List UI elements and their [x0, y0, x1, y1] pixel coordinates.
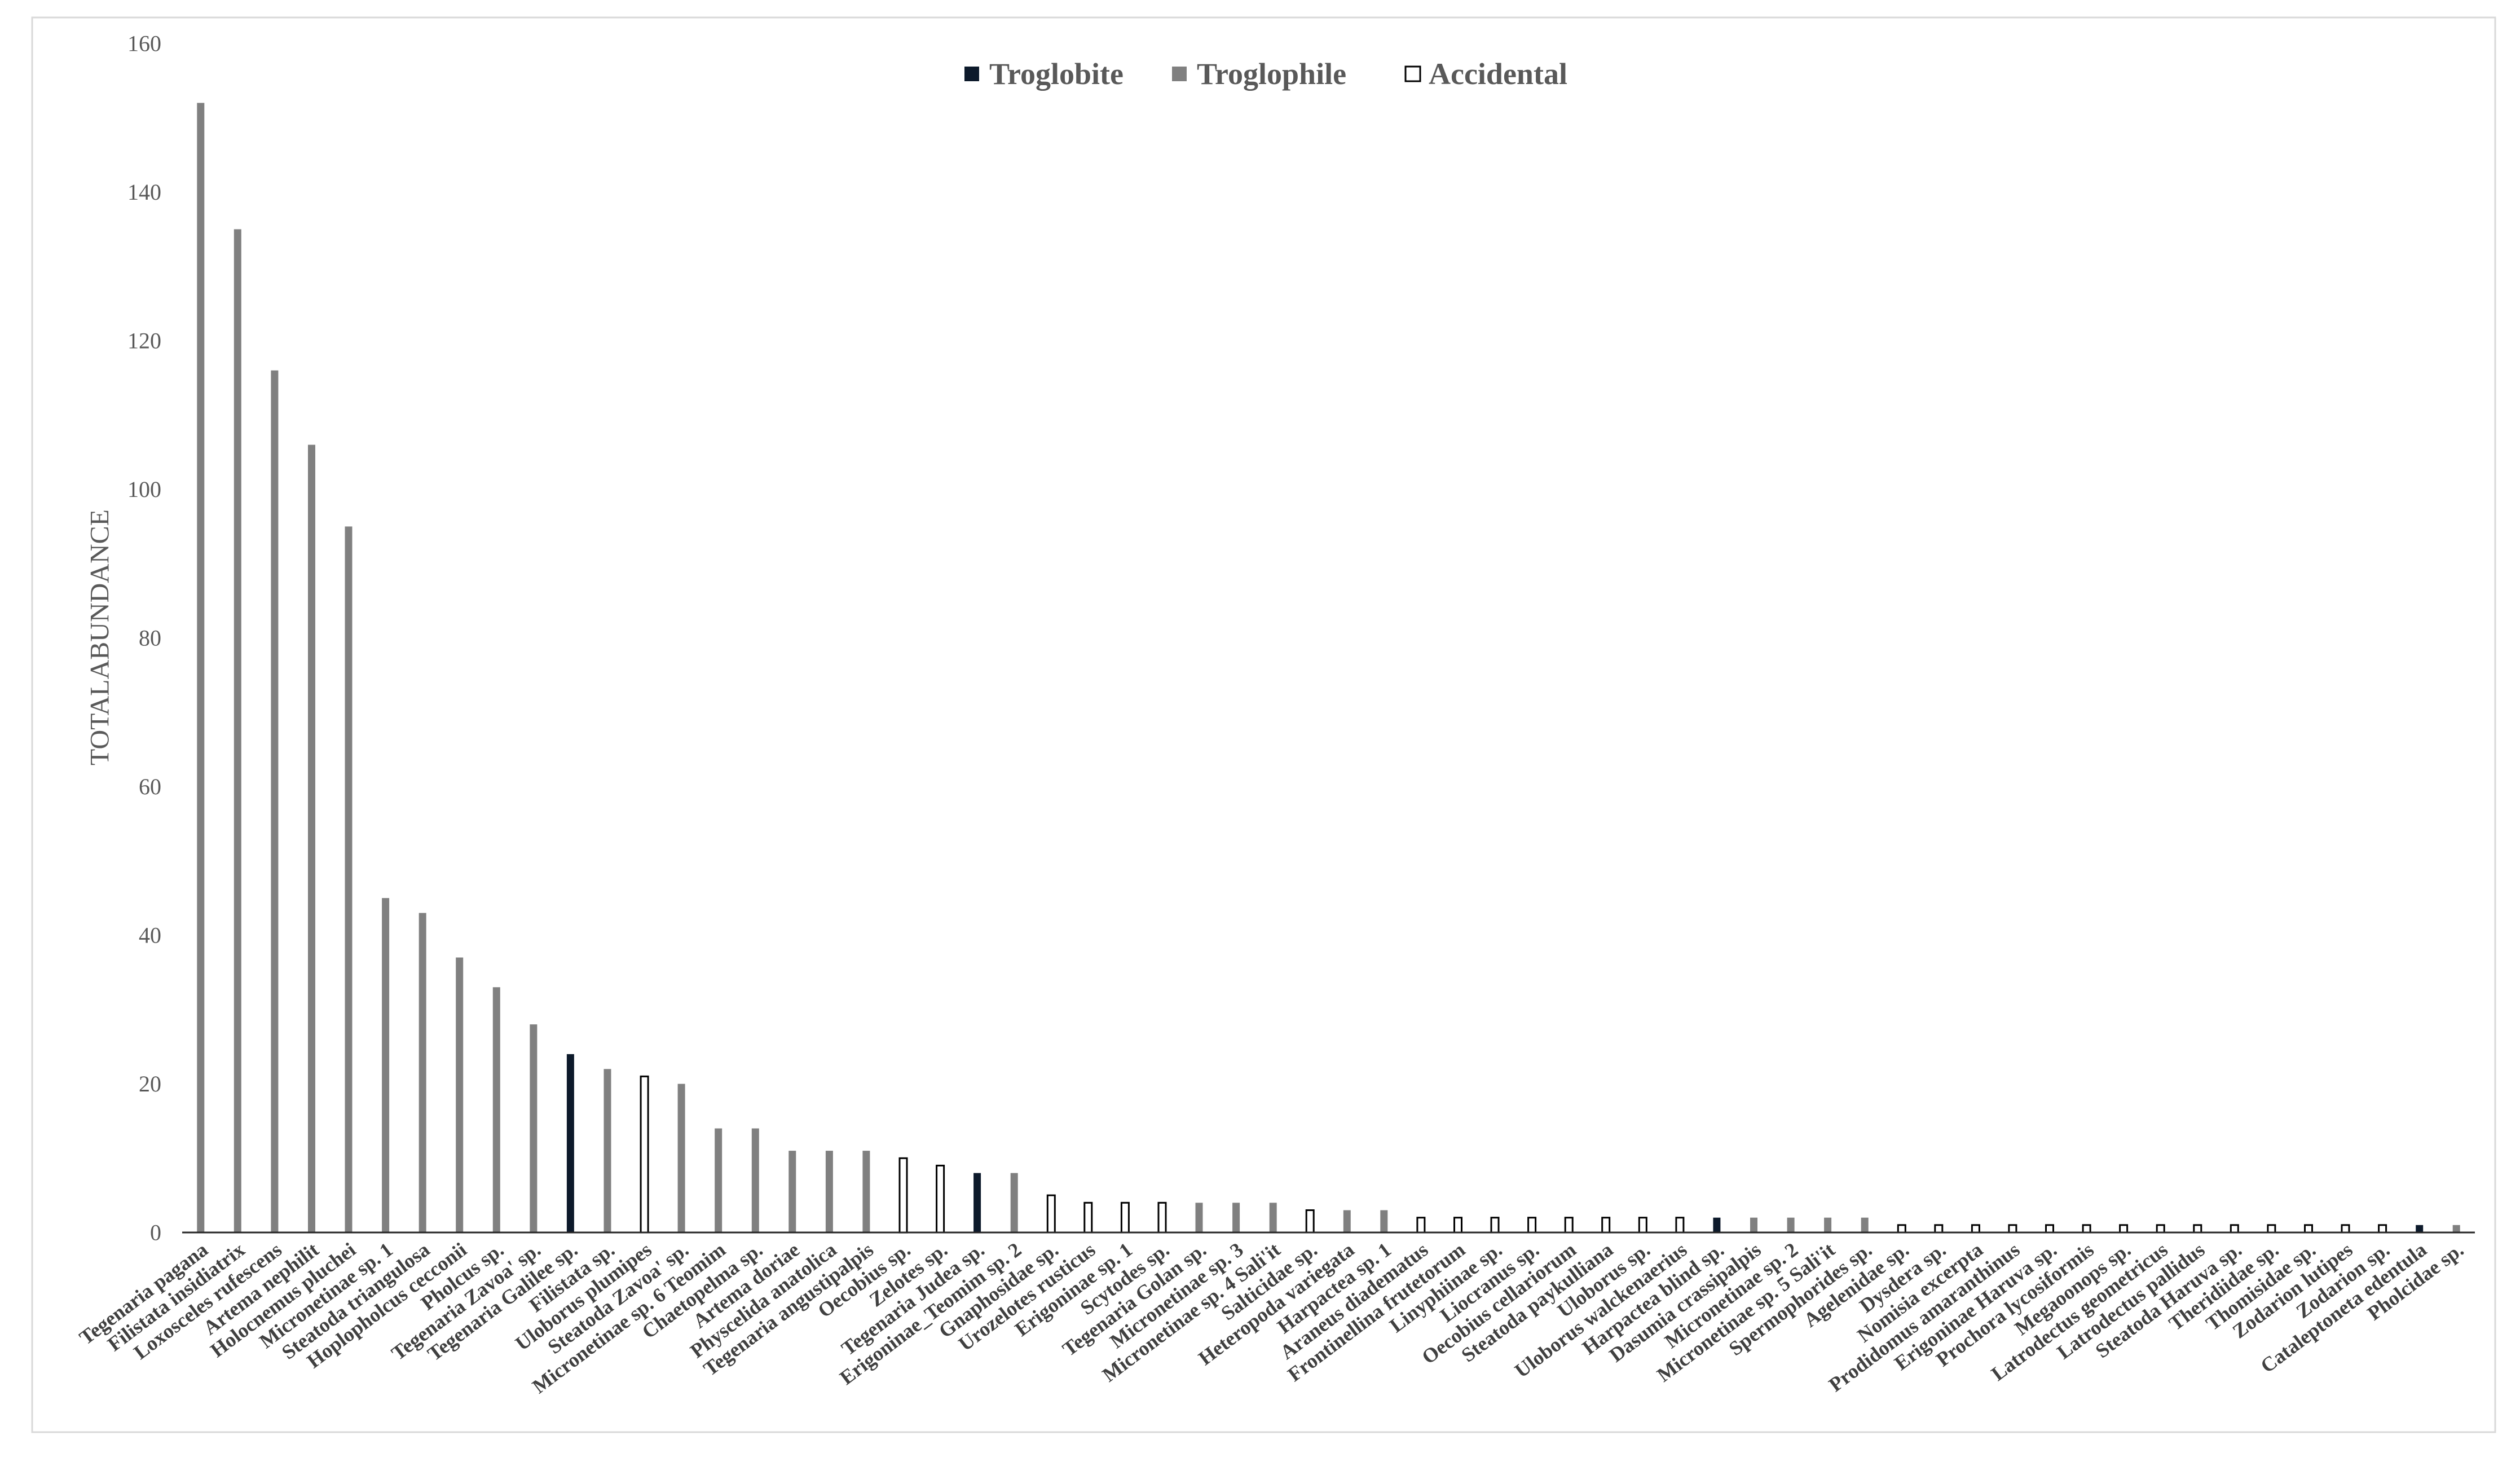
y-tick-label-40: 40: [139, 923, 161, 948]
bar-micronetinae-sp-2: [1787, 1217, 1795, 1232]
bar-steatoda-triangulosa: [418, 913, 426, 1232]
legend-label-troglobite: Troglobite: [989, 57, 1124, 91]
bar-artema-doriae: [788, 1151, 796, 1232]
bar-zodarion-lutipes: [2341, 1224, 2350, 1234]
legend-item-accidental: Accidental: [1404, 57, 1567, 91]
legend-swatch-troglophile: [1172, 67, 1187, 81]
bar-uloborus-sp: [1638, 1217, 1647, 1234]
bar-megaoonops-sp: [2119, 1224, 2129, 1234]
bar-cataleptoneta-edentula: [2416, 1225, 2424, 1232]
bar-heteropoda-variegata: [1343, 1210, 1351, 1232]
bar-oecobius-cellariorum: [1564, 1217, 1574, 1234]
chart-frame: [31, 16, 2496, 1433]
y-tick-label-100: 100: [127, 477, 161, 502]
legend-label-troglophile: Troglophile: [1197, 57, 1346, 91]
bar-artema-nephilit: [308, 444, 315, 1232]
bar-spermophorides-sp: [1861, 1217, 1869, 1232]
bar-hoplopholcus-cecconii: [456, 957, 464, 1232]
bar-physcelida-anatolica: [825, 1151, 833, 1232]
bar-latrodectus-pallidus: [2193, 1224, 2202, 1234]
y-tick-label-80: 80: [139, 626, 161, 651]
bar-holocnemus-pluchei: [345, 526, 353, 1232]
bar-frontinellina-frutetorum: [1453, 1217, 1462, 1234]
bar-tegenaria-golan-sp: [1195, 1203, 1203, 1232]
bar-zodarion-sp: [2378, 1224, 2387, 1234]
bar-prodidomus-amaranthinus: [2008, 1224, 2017, 1234]
bar-tegenaria-pagana: [197, 103, 205, 1232]
legend-item-troglophile: Troglophile: [1172, 57, 1346, 91]
bar-harpactea-blind-sp: [1713, 1217, 1721, 1232]
bar-pholcus-sp: [492, 987, 500, 1232]
legend-swatch-troglobite: [964, 67, 979, 81]
y-tick-label-20: 20: [139, 1071, 161, 1097]
bar-filistata-insidiatrix: [234, 229, 241, 1232]
bar-nomisia-excerpta: [1971, 1224, 1980, 1234]
y-tick-label-120: 120: [127, 328, 161, 354]
bar-erigoninae-sp-1: [1120, 1201, 1130, 1234]
bar-tegenaria-judea-sp: [973, 1173, 981, 1232]
bar-steatoda-zavoa-sp: [677, 1084, 685, 1232]
bar-agelenidae-sp: [1897, 1224, 1906, 1234]
bar-loxosceles-rufescens: [271, 370, 279, 1233]
bar-micronetinae-sp-1: [382, 898, 390, 1232]
bar-micronetinae-sp-5-sali-it: [1824, 1217, 1832, 1232]
bar-uloborus-walckenaerius: [1675, 1217, 1685, 1234]
legend-label-accidental: Accidental: [1429, 57, 1567, 91]
bar-theridiidae-sp: [2267, 1224, 2276, 1234]
bar-tegenaria-zavoa-sp: [530, 1024, 538, 1232]
bar-erigoninae-teomim-sp-2: [1010, 1173, 1018, 1232]
bar-oecobius-sp: [898, 1157, 908, 1234]
bar-dysdera-sp: [1934, 1224, 1944, 1234]
bar-dasumia-crassipalpis: [1750, 1217, 1757, 1232]
bar-harpactea-sp-1: [1380, 1210, 1388, 1232]
bar-chaetopelma-sp: [751, 1128, 759, 1232]
y-tick-label-140: 140: [127, 179, 161, 205]
bar-prochora-lycosiformis: [2082, 1224, 2091, 1234]
bar-uloborus-plumipes: [640, 1075, 649, 1234]
bar-linyphiinae-sp: [1490, 1217, 1500, 1234]
bar-thomisidae-sp: [2304, 1224, 2313, 1234]
bar-steatoda-paykulliana: [1601, 1217, 1611, 1234]
bar-latrodectus-geometricus: [2156, 1224, 2165, 1234]
y-tick-label-160: 160: [127, 31, 161, 56]
bars: [197, 103, 2460, 1234]
legend-swatch-accidental: [1404, 65, 1421, 82]
y-axis-tick-labels: 0 20 40 60 80 100 120 140 160: [127, 31, 161, 1245]
y-tick-label-0: 0: [150, 1220, 161, 1245]
bar-micronetinae-sp-4-sali-it: [1269, 1203, 1277, 1232]
bar-urozelotes-rusticus: [1083, 1201, 1093, 1234]
y-tick-label-60: 60: [139, 774, 161, 799]
bar-liocranus-sp: [1527, 1217, 1537, 1234]
bar-filistata-sp: [603, 1069, 611, 1232]
legend: Troglobite Troglophile Accidental: [964, 57, 1567, 91]
bar-gnaphosidae-sp: [1046, 1194, 1056, 1234]
bar-steatoda-haruva-sp: [2230, 1224, 2239, 1234]
bar-micronetinae-sp-3: [1232, 1203, 1240, 1232]
legend-item-troglobite: Troglobite: [964, 57, 1124, 91]
bar-salticidae-sp: [1305, 1209, 1315, 1234]
bar-tegenaria-galilee-sp: [566, 1054, 574, 1232]
bar-scytodes-sp: [1157, 1201, 1167, 1234]
y-axis-title: TOTALABUNDANCE: [85, 509, 115, 765]
bar-zelotes-sp: [936, 1164, 945, 1234]
bar-araneus-diadematus: [1416, 1217, 1426, 1234]
bar-pholcidae-sp: [2452, 1225, 2460, 1232]
bar-micronetinae-sp-6-teomim: [715, 1128, 722, 1232]
bar-tegenaria-angustipalpis: [862, 1151, 870, 1232]
bar-erigoninae-haruva-sp: [2045, 1224, 2054, 1234]
